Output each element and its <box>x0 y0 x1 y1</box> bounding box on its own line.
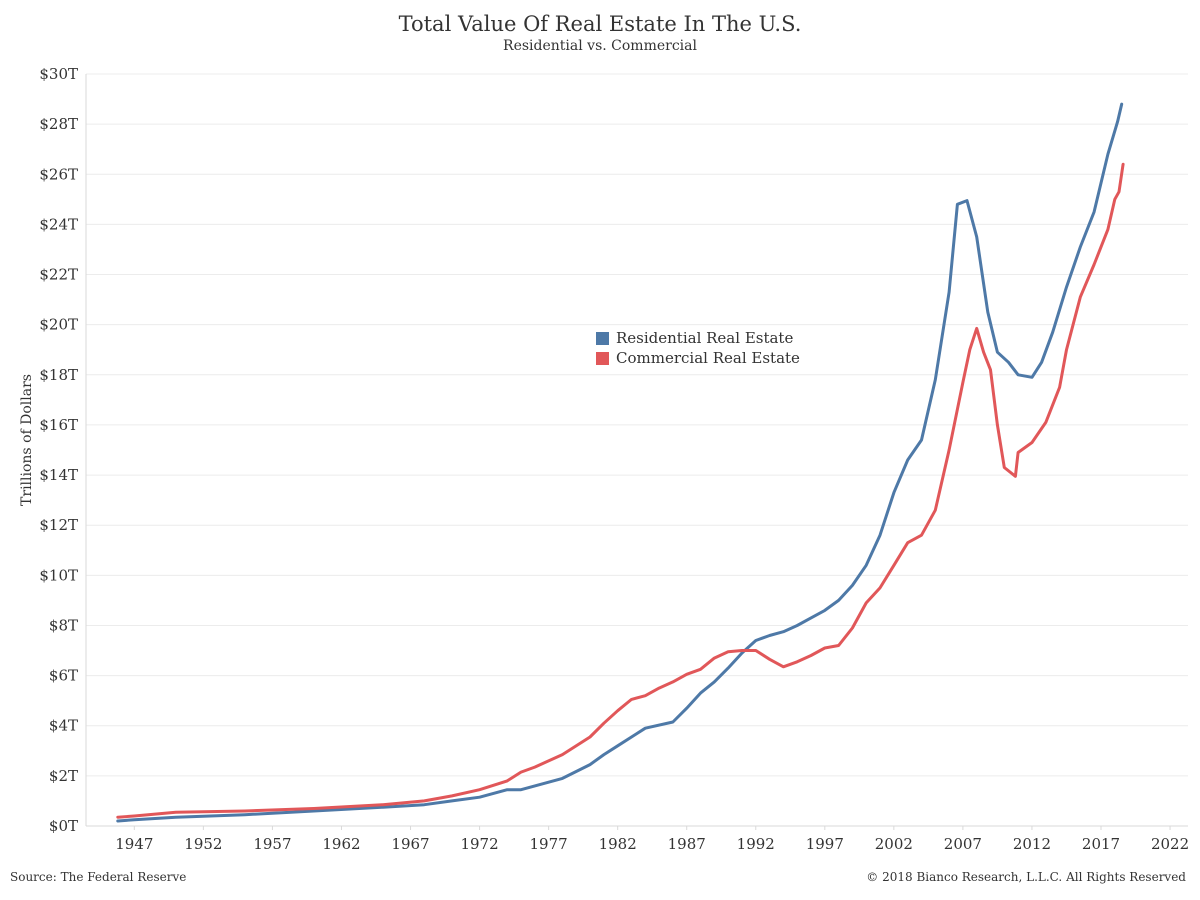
y-tick-label: $28T <box>39 115 78 133</box>
x-tick-label: 1967 <box>391 835 429 853</box>
x-tick-label: 1957 <box>253 835 291 853</box>
x-tick-label: 1952 <box>184 835 222 853</box>
legend-swatch-commercial <box>596 351 609 365</box>
legend-label-commercial: Commercial Real Estate <box>616 349 800 367</box>
series-lines <box>116 102 1125 823</box>
y-tick-label: $22T <box>39 266 78 284</box>
axes: $0T $2T $4T $6T $8T $10T $12T $14T $16T $18T $20T $… <box>39 65 1189 853</box>
series-line-commercial <box>116 162 1125 819</box>
chart-title: Total Value Of Real Estate In The U.S. <box>398 12 802 36</box>
x-tick-label: 2022 <box>1151 835 1189 853</box>
y-tick-label: $16T <box>39 416 78 434</box>
y-tick-label: $10T <box>39 566 78 584</box>
copyright-note: © 2018 Bianco Research, L.L.C. All Right… <box>866 870 1186 884</box>
y-tick-label: $14T <box>39 466 78 484</box>
x-tick-label: 1987 <box>668 835 706 853</box>
y-tick-label: $12T <box>39 516 78 534</box>
y-tick-label: $30T <box>39 65 78 83</box>
legend-item-commercial: Commercial Real Estate <box>596 348 800 368</box>
chart-legend: Residential Real Estate Commercial Real … <box>596 328 800 368</box>
y-axis-label: Trillions of Dollars <box>19 374 35 506</box>
y-tick-label: $2T <box>49 767 78 785</box>
legend-item-residential: Residential Real Estate <box>596 328 800 348</box>
y-tick-label: $18T <box>39 366 78 384</box>
x-tick-label: 1972 <box>460 835 498 853</box>
x-tick-label: 2012 <box>1013 835 1051 853</box>
y-tick-label: $26T <box>39 165 78 183</box>
y-tick-label: $4T <box>49 717 78 735</box>
x-tick-label: 1962 <box>322 835 360 853</box>
y-tick-label: $8T <box>49 616 78 634</box>
y-tick-label: $6T <box>49 667 78 685</box>
legend-swatch-residential <box>596 331 609 345</box>
series-line-residential <box>116 102 1124 823</box>
x-tick-label: 2002 <box>875 835 913 853</box>
x-tick-label: 1997 <box>806 835 844 853</box>
gridlines <box>86 73 1188 777</box>
y-tick-label: $20T <box>39 316 78 334</box>
legend-label-residential: Residential Real Estate <box>616 329 794 347</box>
x-tick-label: 2007 <box>944 835 982 853</box>
x-tick-label: 1947 <box>115 835 153 853</box>
x-tick-label: 2017 <box>1082 835 1120 853</box>
x-tick-label: 1992 <box>737 835 775 853</box>
x-tick-label: 1977 <box>530 835 568 853</box>
source-note: Source: The Federal Reserve <box>10 870 187 884</box>
y-tick-label: $24T <box>39 215 78 233</box>
x-tick-label: 1982 <box>599 835 637 853</box>
y-tick-label: $0T <box>49 817 78 835</box>
chart-subtitle: Residential vs. Commercial <box>503 38 697 54</box>
